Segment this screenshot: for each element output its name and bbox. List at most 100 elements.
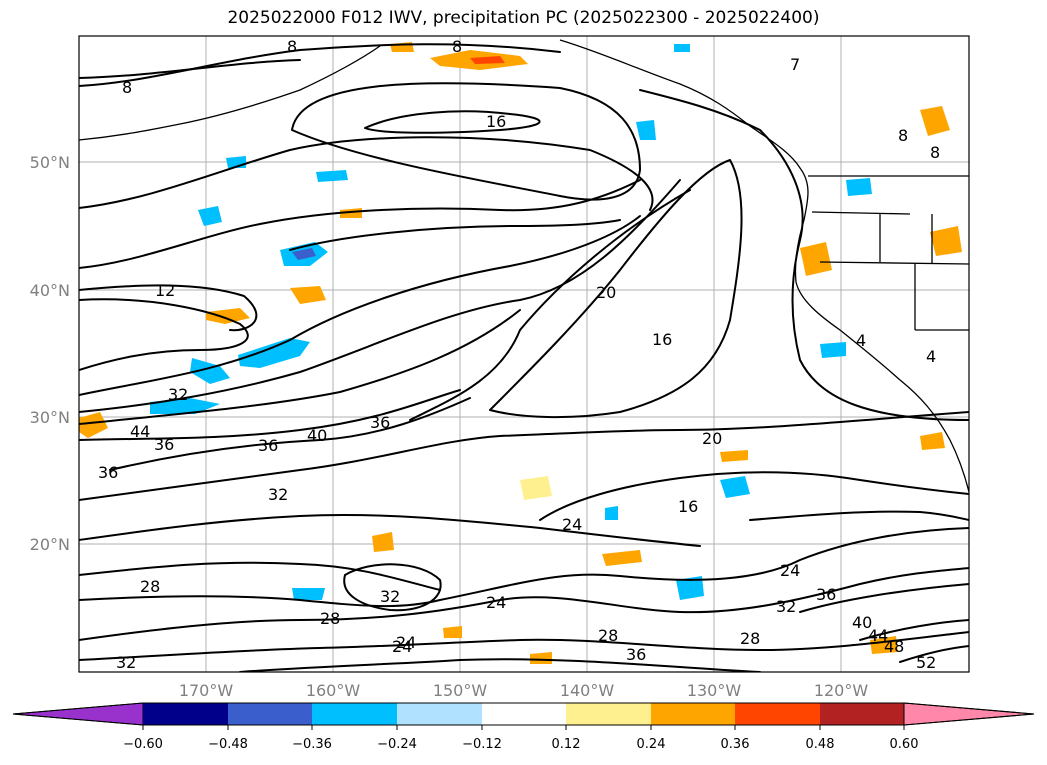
contour-label: 44 bbox=[130, 422, 150, 441]
contour-label: 24 bbox=[780, 561, 800, 580]
precip-patch bbox=[930, 226, 962, 256]
contour-line bbox=[79, 567, 969, 641]
latitude-labels: 50°N 40°N 30°N 20°N bbox=[30, 153, 70, 554]
contour-line bbox=[79, 136, 654, 211]
colorbar-tick-label: 0.12 bbox=[552, 737, 581, 752]
contour-line bbox=[79, 215, 641, 396]
contour-line bbox=[899, 645, 969, 663]
precip-patch bbox=[198, 206, 222, 226]
colorbar-segment bbox=[228, 703, 312, 725]
contour-line bbox=[364, 110, 541, 134]
contour-line bbox=[239, 658, 761, 672]
contour-label: 12 bbox=[155, 281, 175, 300]
lon-tick-label: 130°W bbox=[687, 681, 742, 700]
contour-label: 20 bbox=[596, 283, 616, 302]
precip-patch bbox=[372, 532, 394, 552]
contour-label: 36 bbox=[626, 645, 646, 664]
contour-line bbox=[79, 179, 681, 413]
precip-patch bbox=[190, 358, 230, 384]
contour-label: 32 bbox=[116, 653, 136, 672]
contour-label: 28 bbox=[320, 609, 340, 628]
lat-tick-label: 20°N bbox=[30, 535, 70, 554]
contour-line bbox=[109, 397, 471, 471]
colorbar-segment bbox=[566, 703, 651, 725]
contour-label: 32 bbox=[776, 597, 796, 616]
colorbar-segment bbox=[143, 703, 228, 725]
contour-line bbox=[79, 527, 969, 608]
contour-label: 28 bbox=[140, 577, 160, 596]
contour-label: 8 bbox=[898, 126, 908, 145]
precip-patch bbox=[520, 476, 552, 500]
contour-line bbox=[79, 284, 258, 332]
contour-line bbox=[79, 561, 441, 591]
contour-label: 36 bbox=[98, 463, 118, 482]
colorbar-segment bbox=[735, 703, 820, 725]
precip-patch bbox=[79, 412, 108, 438]
contour-label: 32 bbox=[380, 587, 400, 606]
precip-patch bbox=[292, 588, 325, 600]
map-frame bbox=[78, 35, 970, 673]
contour-label: 16 bbox=[486, 112, 506, 131]
colorbar-segment bbox=[820, 703, 904, 725]
contour-line bbox=[79, 59, 301, 79]
contour-label: 36 bbox=[370, 413, 390, 432]
contour-labels: 8 8 8 16 12 32 44 36 36 36 40 36 32 20 1… bbox=[98, 37, 940, 672]
contour-label: 4 bbox=[856, 331, 866, 350]
contour-label: 40 bbox=[852, 613, 872, 632]
iwv-contours bbox=[79, 43, 969, 672]
contour-line bbox=[489, 159, 743, 419]
lat-tick-label: 50°N bbox=[30, 153, 70, 172]
contour-label: 32 bbox=[268, 485, 288, 504]
colorbar-tick-label: −0.36 bbox=[292, 737, 332, 752]
contour-label: 36 bbox=[816, 585, 836, 604]
colorbar-tick-label: −0.24 bbox=[377, 737, 417, 752]
colorbar-tick-label: −0.12 bbox=[462, 737, 502, 752]
coastlines bbox=[79, 39, 969, 493]
map-plot-area bbox=[79, 36, 969, 672]
contour-label: 20 bbox=[702, 429, 722, 448]
precip-patch bbox=[720, 476, 750, 498]
precip-patch bbox=[206, 308, 250, 324]
lon-tick-label: 170°W bbox=[179, 681, 234, 700]
map-title: 2025022000 F012 IWV, precipitation PC (2… bbox=[227, 8, 820, 28]
precip-shading bbox=[79, 42, 962, 664]
colorbar-tick-label: 0.36 bbox=[721, 737, 750, 752]
contour-label: 48 bbox=[884, 637, 904, 656]
colorbar-extend-low bbox=[12, 702, 144, 726]
contour-label: 32 bbox=[168, 385, 188, 404]
contour-label: 16 bbox=[652, 330, 672, 349]
colorbar-tick-label: 0.48 bbox=[806, 737, 835, 752]
contour-label: 52 bbox=[916, 653, 936, 672]
colorbar-segment bbox=[651, 703, 735, 725]
contour-line bbox=[79, 389, 461, 441]
contour-line bbox=[79, 411, 969, 501]
contour-line bbox=[79, 298, 249, 371]
precip-patch bbox=[316, 170, 348, 182]
contour-line bbox=[799, 583, 969, 613]
contour-label: 8 bbox=[452, 37, 462, 56]
precip-patch bbox=[443, 626, 462, 638]
precip-patch bbox=[602, 550, 642, 566]
precip-patch bbox=[150, 398, 220, 414]
precip-patch bbox=[238, 338, 310, 368]
precip-patch bbox=[800, 242, 832, 276]
contour-line bbox=[289, 219, 621, 251]
colorbar-extend-high bbox=[903, 702, 1035, 726]
colorbar-tick-labels: −0.60 −0.48 −0.36 −0.24 −0.12 0.12 0.24 … bbox=[123, 737, 918, 752]
lon-tick-label: 120°W bbox=[814, 681, 869, 700]
precip-patch bbox=[846, 178, 872, 196]
precip-patch bbox=[470, 56, 505, 64]
precip-patch bbox=[605, 506, 618, 520]
colorbar-tick-label: −0.48 bbox=[208, 737, 248, 752]
lon-tick-label: 150°W bbox=[433, 681, 488, 700]
colorbar-segment bbox=[312, 703, 397, 725]
contour-line bbox=[291, 82, 641, 201]
contour-label: 24 bbox=[562, 515, 582, 534]
lon-tick-label: 140°W bbox=[560, 681, 615, 700]
precip-patch bbox=[676, 576, 704, 600]
contour-label: 24 bbox=[396, 633, 416, 652]
precip-patch bbox=[292, 248, 316, 260]
contour-label: 28 bbox=[598, 626, 618, 645]
contour-label: 8 bbox=[287, 37, 297, 56]
